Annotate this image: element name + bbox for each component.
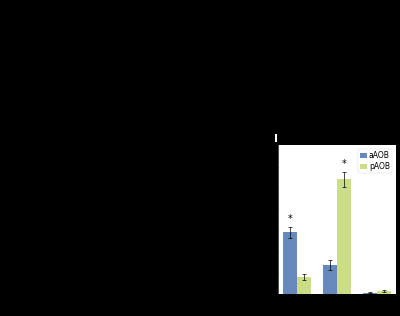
Y-axis label: Average number of cells/AOB: Average number of cells/AOB [239, 164, 248, 276]
Legend: aAOB, pAOB: aAOB, pAOB [358, 149, 392, 173]
Bar [377, 291, 391, 294]
Bar [337, 179, 351, 294]
Text: *: * [342, 159, 346, 169]
Bar [363, 293, 377, 294]
Bar [297, 277, 311, 294]
Title: ChAT-GFP cell count: ChAT-GFP cell count [292, 136, 382, 145]
Text: *: * [288, 214, 293, 224]
Bar [283, 232, 297, 294]
Text: I: I [274, 134, 278, 144]
Bar [323, 265, 337, 294]
